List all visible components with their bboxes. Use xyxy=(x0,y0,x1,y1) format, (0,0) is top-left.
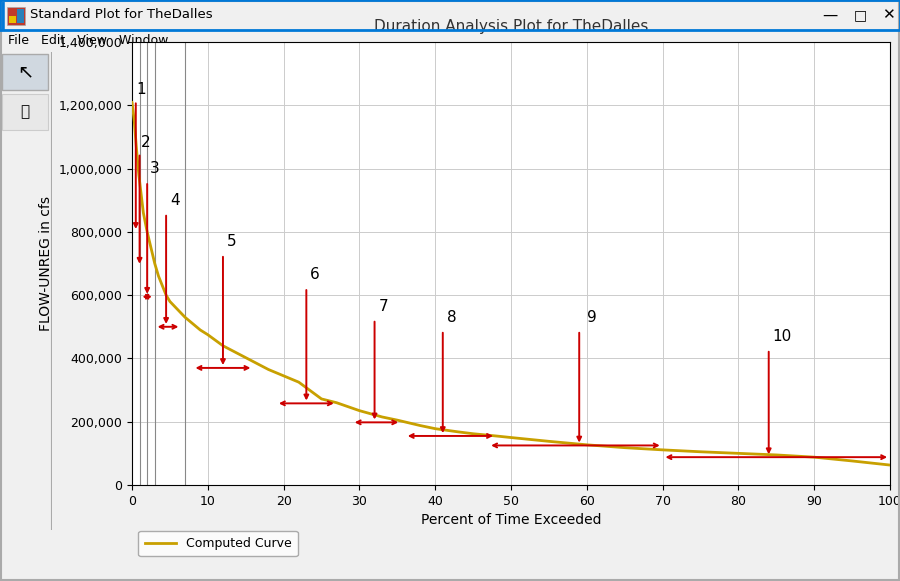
Text: 3: 3 xyxy=(149,162,159,177)
Text: 8: 8 xyxy=(446,310,456,325)
Bar xyxy=(2,94,48,130)
Text: □: □ xyxy=(853,8,867,22)
Text: 10: 10 xyxy=(772,329,792,344)
Bar xyxy=(2,54,48,90)
Text: 7: 7 xyxy=(378,299,388,314)
X-axis label: Percent of Time Exceeded: Percent of Time Exceeded xyxy=(421,513,601,528)
Text: File   Edit   View   Window: File Edit View Window xyxy=(8,34,168,48)
Bar xyxy=(9,16,16,23)
Text: ↖: ↖ xyxy=(17,63,33,81)
Text: Standard Plot for TheDalles: Standard Plot for TheDalles xyxy=(30,9,212,21)
Y-axis label: FLOW-UNREG in cfs: FLOW-UNREG in cfs xyxy=(39,196,53,331)
Text: 9: 9 xyxy=(587,310,597,325)
Legend: Computed Curve: Computed Curve xyxy=(139,531,298,556)
Text: 2: 2 xyxy=(140,135,150,149)
Text: —: — xyxy=(823,8,838,23)
Title: Duration Analysis Plot for TheDalles: Duration Analysis Plot for TheDalles xyxy=(374,19,648,34)
Text: 🔍: 🔍 xyxy=(21,105,30,120)
Text: 1: 1 xyxy=(137,83,146,98)
Bar xyxy=(17,9,24,23)
Text: 5: 5 xyxy=(227,234,237,249)
Text: ✕: ✕ xyxy=(882,8,895,23)
Text: 6: 6 xyxy=(310,267,320,282)
Bar xyxy=(7,7,25,25)
Text: 4: 4 xyxy=(170,193,179,208)
